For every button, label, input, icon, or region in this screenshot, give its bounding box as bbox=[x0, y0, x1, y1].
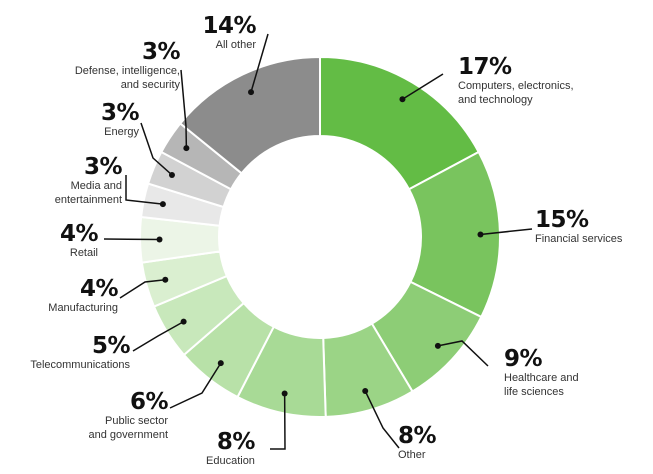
leader-line-energy bbox=[140, 122, 173, 176]
category-name: Financial services bbox=[535, 233, 623, 245]
category-name: Retail bbox=[69, 247, 98, 259]
leader-line-education bbox=[270, 393, 286, 450]
category-name: Manufacturing bbox=[48, 302, 118, 314]
data-label-percent: 4% bbox=[59, 221, 99, 247]
label-education: 8% Education bbox=[206, 430, 255, 468]
label-all-other: 14% All other bbox=[202, 14, 256, 52]
leader-line-financial-services bbox=[480, 228, 533, 236]
category-name: Media and entertainment bbox=[54, 180, 122, 206]
category-name: Education bbox=[206, 455, 255, 467]
leader-line-media-and-entertainment bbox=[125, 175, 163, 205]
leader-line-public-sector-and-government bbox=[169, 362, 222, 409]
label-other: 8% Other bbox=[398, 423, 437, 462]
data-label-percent: 3% bbox=[141, 39, 181, 65]
leader-line-computers-electronics-and-technology bbox=[402, 73, 444, 100]
leader-line-defense-intelligence-and-security bbox=[180, 69, 188, 149]
category-name: Healthcare and life sciences bbox=[504, 372, 579, 398]
leader-line-manufacturing bbox=[119, 279, 166, 299]
leader-line-retail bbox=[103, 238, 160, 241]
label-financial-services: 15% Financial services bbox=[535, 208, 622, 246]
category-name: Energy bbox=[104, 126, 139, 138]
category-name: Public sector and government bbox=[88, 415, 169, 441]
category-name: Other bbox=[398, 449, 426, 461]
data-label-percent: 3% bbox=[100, 100, 140, 126]
data-label-percent: 17% bbox=[458, 54, 512, 80]
data-label-percent: 8% bbox=[398, 423, 437, 449]
data-label-percent: 6% bbox=[129, 389, 169, 415]
label-public-sector-and-government: 6% Public sector and government bbox=[89, 390, 169, 442]
leader-line-all-other bbox=[250, 33, 269, 93]
category-name: All other bbox=[215, 39, 256, 51]
leader-line-other bbox=[364, 390, 400, 449]
slice-all-other bbox=[178, 55, 321, 175]
label-manufacturing: 4% Manufacturing bbox=[48, 277, 118, 315]
label-computers-electronics-and-technology: 17% Computers, electronics, and technolog… bbox=[458, 55, 574, 107]
label-energy: 3% Energy bbox=[100, 100, 140, 139]
label-defense-intelligence-and-security: 3% Defense, intelligence, and security bbox=[74, 39, 181, 92]
category-name: Telecommunications bbox=[30, 359, 130, 371]
data-label-percent: 5% bbox=[91, 333, 131, 359]
data-label-percent: 3% bbox=[83, 154, 123, 180]
label-retail: 4% Retail bbox=[59, 221, 99, 260]
data-label-percent: 14% bbox=[202, 13, 256, 39]
category-name: Computers, electronics, and technology bbox=[458, 80, 574, 106]
data-label-percent: 4% bbox=[79, 276, 119, 302]
data-label-percent: 8% bbox=[216, 429, 256, 455]
data-label-percent: 15% bbox=[535, 207, 589, 233]
label-telecommunications: 5% Telecommunications bbox=[30, 334, 130, 372]
label-healthcare-and-life-sciences: 9% Healthcare and life sciences bbox=[504, 347, 579, 399]
data-label-percent: 9% bbox=[504, 346, 543, 372]
label-media-and-entertainment: 3% Media and entertainment bbox=[54, 154, 123, 207]
leader-line-healthcare-and-life-sciences bbox=[437, 340, 489, 367]
category-name: Defense, intelligence, and security bbox=[74, 65, 180, 91]
leader-line-telecommunications bbox=[132, 320, 184, 352]
